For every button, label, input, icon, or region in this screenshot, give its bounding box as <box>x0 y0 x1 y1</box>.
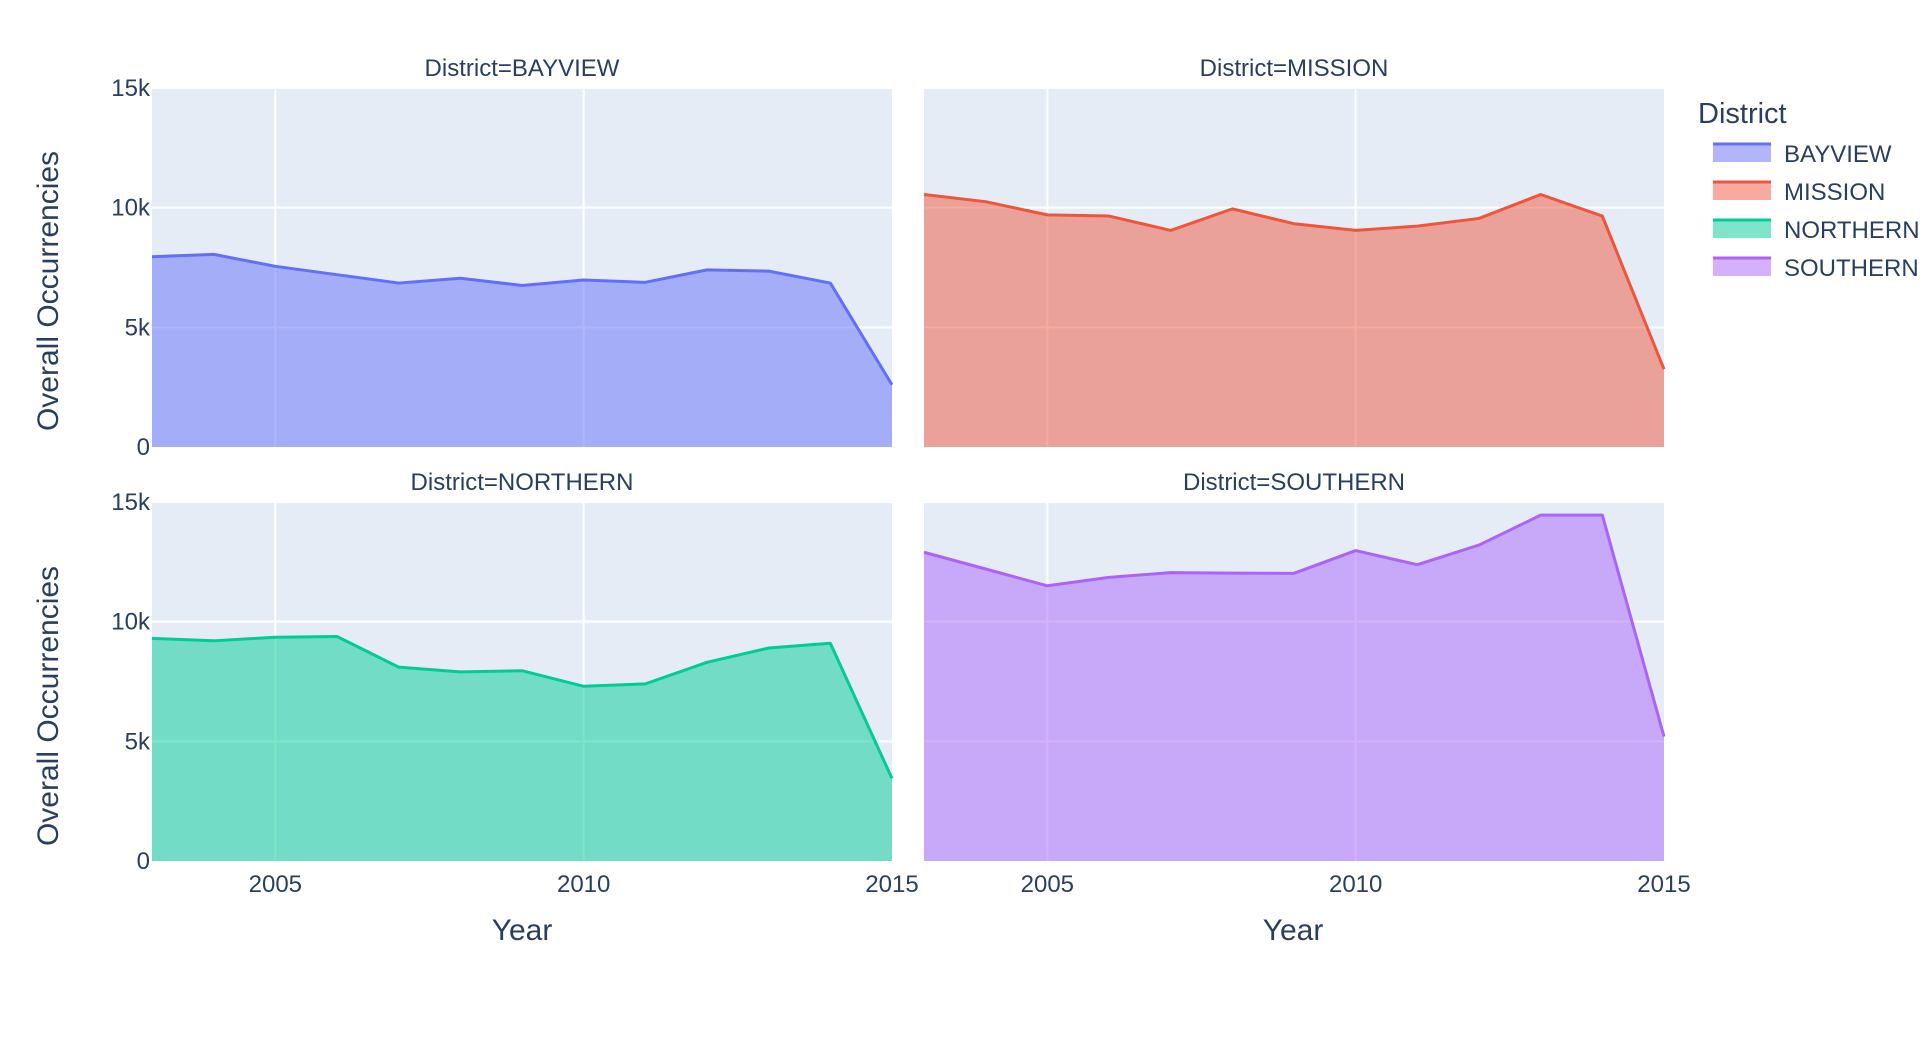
series-line-bayview <box>151 252 894 386</box>
legend-swatch-fill <box>1713 182 1771 200</box>
area-fill-mission <box>924 194 1664 447</box>
x-tick-label: 2015 <box>865 871 918 898</box>
y-axis-title-top: Overall Occurrencies <box>32 151 65 431</box>
axis-labels-layer: Overall Occurrencies Overall Occurrencie… <box>32 151 1323 947</box>
legend-swatch-fill <box>1713 258 1771 276</box>
x-tick-label: 2010 <box>557 871 610 898</box>
panel-mission: District=MISSION <box>923 55 1666 447</box>
area-fill-bayview <box>152 254 892 447</box>
y-axis-title-bottom: Overall Occurrencies <box>32 566 65 846</box>
panels-layer: District=BAYVIEW 0 5k 10k 15k District=MISSIO… <box>111 55 1690 898</box>
series-line-mission <box>923 193 1666 370</box>
x-tick-label: 2005 <box>1021 871 1074 898</box>
x-axis-title-left: Year <box>492 914 553 947</box>
x-tick-label: 2005 <box>249 871 302 898</box>
y-tick-label: 5k <box>125 728 151 755</box>
series-line-northern <box>151 635 894 780</box>
legend: District BAYVIEW MISSION NORTHERN SOUTHERN <box>1698 98 1920 282</box>
area-fill-northern <box>152 636 892 861</box>
facet-title: District=BAYVIEW <box>425 55 620 82</box>
y-tick-label: 5k <box>125 314 151 341</box>
x-tick-label: 2015 <box>1637 871 1690 898</box>
legend-label: MISSION <box>1784 179 1885 206</box>
legend-title: District <box>1698 98 1787 130</box>
legend-label: BAYVIEW <box>1784 141 1892 168</box>
legend-label: NORTHERN <box>1784 217 1920 244</box>
legend-item-southern: SOUTHERN <box>1713 255 1919 282</box>
y-tick-label: 10k <box>111 609 151 636</box>
facet-title: District=SOUTHERN <box>1183 469 1405 496</box>
area-fill-southern <box>924 515 1664 861</box>
panel-southern: District=SOUTHERN 2005 2010 2015 <box>923 469 1691 898</box>
panel-northern: District=NORTHERN 0 5k 10k 15k 2005 2010 2015 <box>111 469 918 898</box>
y-tick-label: 0 <box>137 434 150 461</box>
y-tick-label: 10k <box>111 195 151 222</box>
legend-item-bayview: BAYVIEW <box>1713 141 1892 168</box>
facet-title: District=MISSION <box>1200 55 1389 82</box>
legend-item-northern: NORTHERN <box>1713 217 1920 244</box>
y-tick-label: 0 <box>137 848 150 875</box>
legend-label: SOUTHERN <box>1784 255 1919 282</box>
legend-item-mission: MISSION <box>1713 179 1885 206</box>
x-tick-label: 2010 <box>1329 871 1382 898</box>
facet-title: District=NORTHERN <box>411 469 634 496</box>
y-tick-label: 15k <box>111 75 151 102</box>
series-line-southern <box>923 513 1666 737</box>
panel-bayview: District=BAYVIEW 0 5k 10k 15k <box>111 55 894 461</box>
y-tick-label: 15k <box>111 489 151 516</box>
x-axis-title-right: Year <box>1263 914 1324 947</box>
legend-swatch-fill <box>1713 144 1771 162</box>
legend-swatch-fill <box>1713 220 1771 238</box>
